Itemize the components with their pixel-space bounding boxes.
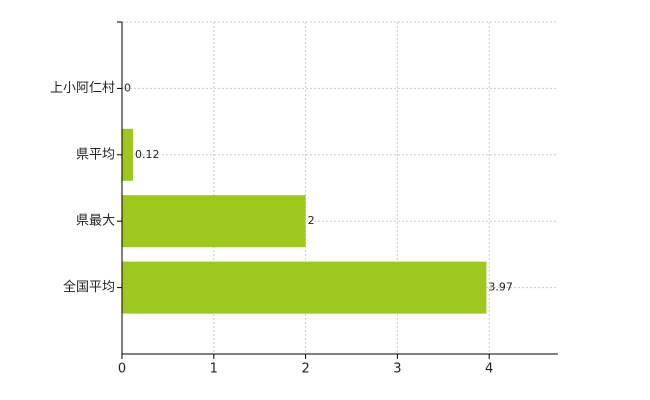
- value-label: 2: [308, 214, 315, 227]
- y-tick-label: 全国平均: [63, 279, 115, 295]
- y-tick-label: 県最大: [76, 214, 115, 229]
- value-label: 0.12: [135, 148, 160, 161]
- x-tick-label: 3: [393, 362, 401, 377]
- value-label: 0: [124, 81, 131, 94]
- value-label: 3.97: [488, 281, 512, 294]
- x-tick-label: 2: [301, 362, 309, 377]
- bar: [122, 128, 134, 181]
- x-tick-label: 0: [118, 362, 126, 377]
- y-tick-label: 県平均: [76, 147, 115, 162]
- y-tick-label: 上小阿仁村: [50, 81, 115, 96]
- bar: [122, 261, 487, 314]
- x-tick-label: 1: [210, 362, 218, 377]
- x-tick-label: 4: [485, 362, 493, 377]
- bar: [122, 195, 306, 248]
